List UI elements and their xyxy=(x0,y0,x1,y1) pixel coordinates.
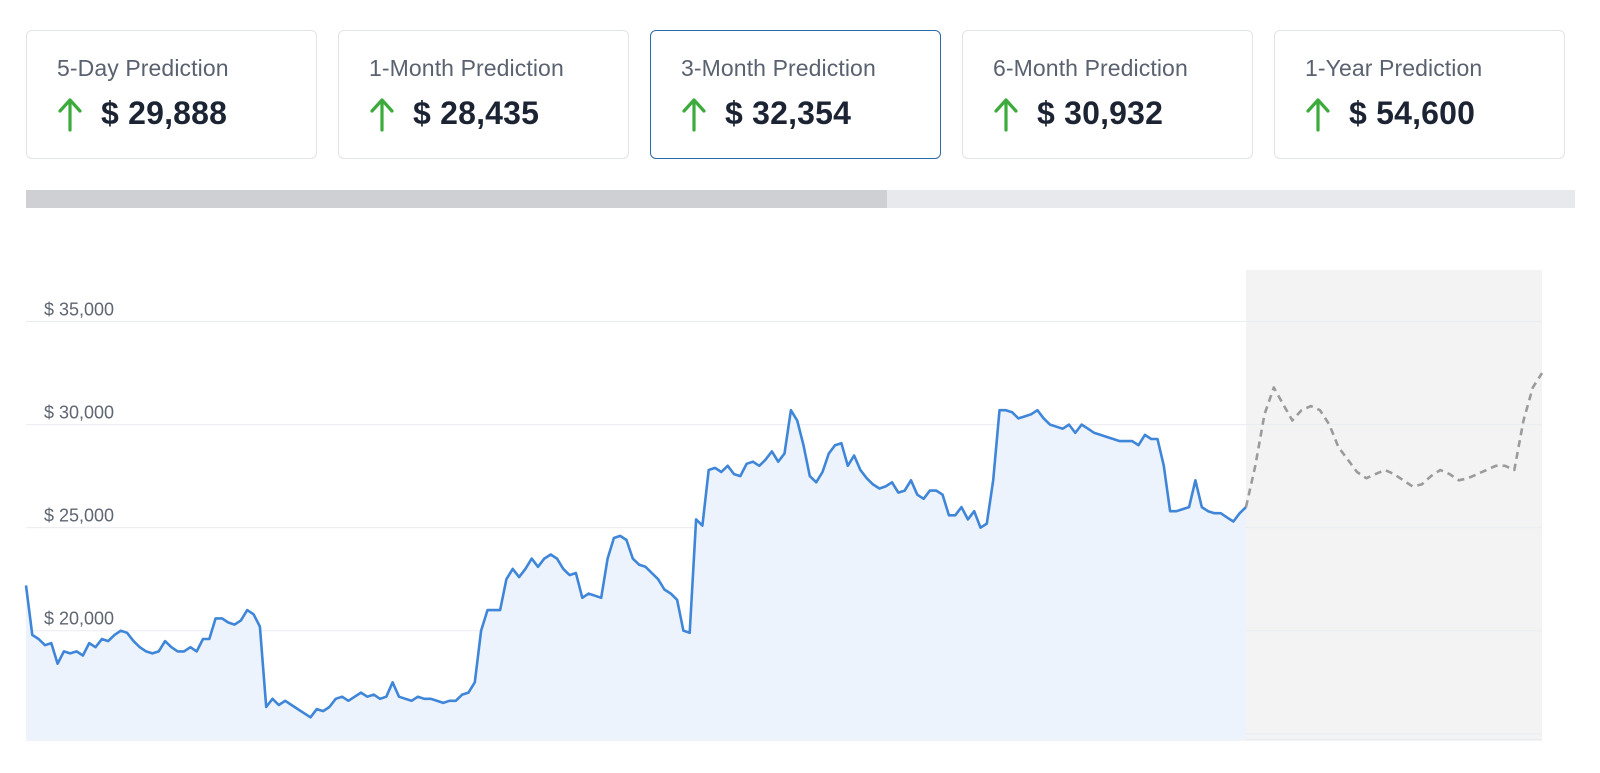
prediction-label: 1-Month Prediction xyxy=(369,55,564,81)
history-line xyxy=(24,408,1247,719)
prediction-label: 6-Month Prediction xyxy=(993,55,1188,81)
forecast-line xyxy=(1244,372,1544,508)
prediction-value: $ 29,888 xyxy=(101,95,228,131)
chart-scrollbar-thumb[interactable] xyxy=(26,190,888,208)
prediction-label: 3-Month Prediction xyxy=(681,55,876,81)
arrow-up-icon xyxy=(994,97,1018,132)
prediction-value: $ 30,932 xyxy=(1037,95,1164,131)
prediction-card-1-year[interactable]: 1-Year Prediction $ 54,600 xyxy=(1274,30,1565,159)
prediction-label: 5-Day Prediction xyxy=(57,55,229,81)
prediction-value: $ 28,435 xyxy=(413,95,540,131)
y-tick-label: $ 30,000 xyxy=(44,403,114,423)
prediction-value-row: $ 30,932 xyxy=(993,95,1163,132)
prediction-card-1-month[interactable]: 1-Month Prediction $ 28,435 xyxy=(338,30,629,159)
prediction-value-row: $ 28,435 xyxy=(369,95,539,132)
prediction-value-row: $ 32,354 xyxy=(681,95,851,132)
arrow-up-icon xyxy=(370,97,394,132)
prediction-cards: 5-Day Prediction $ 29,888 1-Month Predic… xyxy=(26,30,1575,161)
y-tick-label: $ 25,000 xyxy=(44,506,114,526)
y-tick-label: $ 20,000 xyxy=(44,609,114,629)
forecast-region xyxy=(1246,270,1542,740)
prediction-value: $ 32,354 xyxy=(725,95,852,131)
y-tick-label: $ 35,000 xyxy=(44,300,114,320)
prediction-value-row: $ 54,600 xyxy=(1305,95,1475,132)
price-chart-svg: $ 15,000$ 20,000$ 25,000$ 30,000$ 35,000 xyxy=(24,270,1544,741)
prediction-value: $ 54,600 xyxy=(1349,95,1476,131)
arrow-up-icon xyxy=(682,97,706,132)
prediction-card-5-day[interactable]: 5-Day Prediction $ 29,888 xyxy=(26,30,317,159)
arrow-up-icon xyxy=(1306,97,1330,132)
chart-scrollbar[interactable] xyxy=(26,190,1575,208)
prediction-card-6-month[interactable]: 6-Month Prediction $ 30,932 xyxy=(962,30,1253,159)
arrow-up-icon xyxy=(58,97,82,132)
prediction-card-3-month[interactable]: 3-Month Prediction $ 32,354 xyxy=(650,30,941,159)
prediction-label: 1-Year Prediction xyxy=(1305,55,1483,81)
price-chart: $ 15,000$ 20,000$ 25,000$ 30,000$ 35,000 xyxy=(0,270,1600,773)
history-area xyxy=(26,410,1246,740)
prediction-value-row: $ 29,888 xyxy=(57,95,227,132)
